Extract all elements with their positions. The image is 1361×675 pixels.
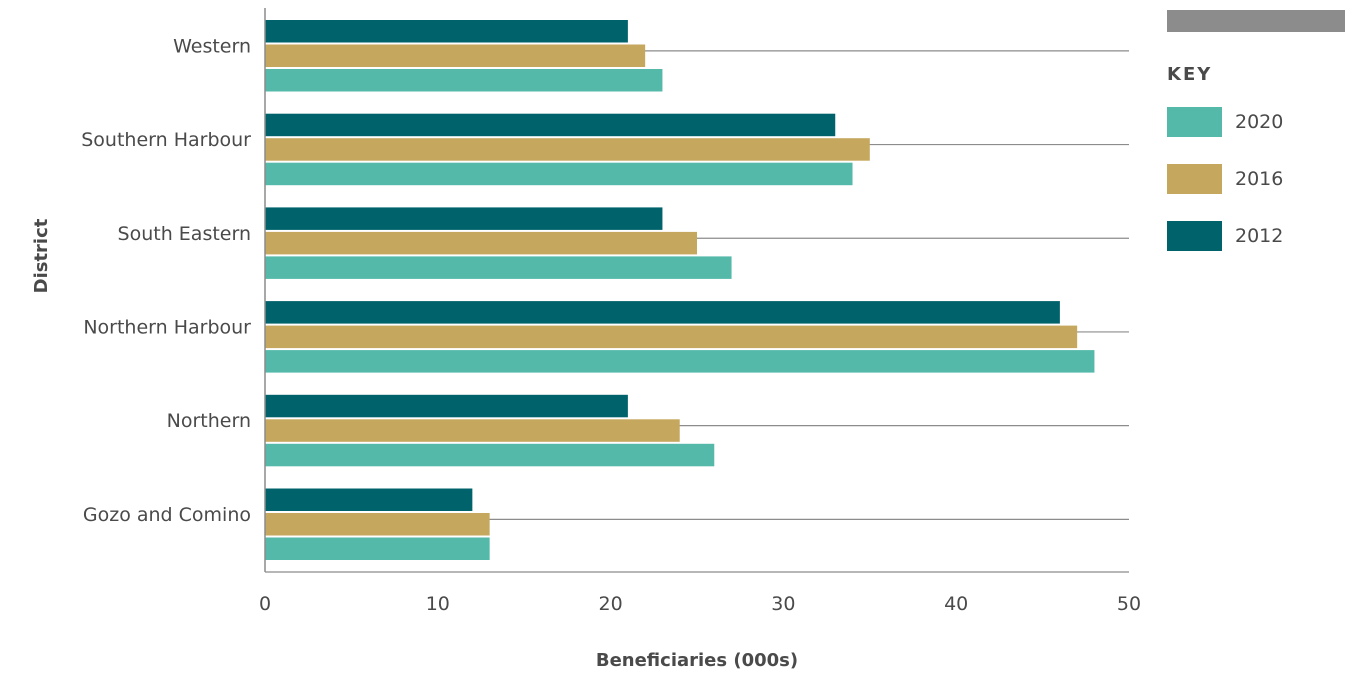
bars-layer	[265, 20, 1095, 560]
x-tick-label: 50	[1117, 593, 1141, 615]
bar-2016	[265, 419, 680, 442]
bar-2016	[265, 231, 697, 255]
category-label: Gozo and Comino	[83, 504, 251, 526]
bar-2012	[265, 301, 1060, 324]
bar-2020	[265, 537, 490, 560]
legend-header-bar	[1167, 10, 1345, 32]
bar-2012	[265, 207, 663, 230]
legend-title: KEY	[1167, 64, 1213, 85]
category-label: Northern Harbour	[83, 316, 251, 338]
x-tick-label: 0	[259, 593, 271, 615]
bar-2020	[265, 443, 715, 467]
bar-2020	[265, 256, 732, 279]
bar-2012	[265, 394, 628, 418]
x-tick-label: 10	[426, 593, 450, 615]
x-tick-label: 20	[599, 593, 623, 615]
bar-2012	[265, 113, 836, 137]
category-label: Southern Harbour	[81, 129, 251, 151]
y-axis-title: District	[31, 218, 52, 293]
legend-swatch	[1167, 164, 1222, 194]
bar-2012	[265, 488, 473, 511]
legend: KEY 2020 2016 2012	[1167, 10, 1347, 251]
legend-items: 2020 2016 2012	[1167, 107, 1347, 251]
category-labels: Western Southern Harbour South Eastern Nort…	[81, 35, 251, 525]
bar-2020	[265, 162, 853, 186]
x-tick-labels: 0 10 20 30 40 50	[259, 593, 1141, 615]
legend-label: 2020	[1235, 111, 1284, 133]
legend-label: 2016	[1235, 168, 1284, 190]
category-label: South Eastern	[118, 223, 251, 245]
bar-2020	[265, 69, 663, 92]
x-axis-title: Beneficiaries (000s)	[596, 650, 798, 671]
x-tick-label: 30	[771, 593, 795, 615]
legend-swatch	[1167, 107, 1222, 137]
legend-label: 2012	[1235, 225, 1284, 247]
bar-chart: Western Southern Harbour South Eastern Nort…	[31, 8, 1141, 671]
legend-item-2016: 2016	[1167, 164, 1347, 194]
bar-2012	[265, 20, 628, 43]
bar-2016	[265, 44, 646, 67]
x-tick-label: 40	[944, 593, 968, 615]
category-label: Western	[173, 35, 251, 57]
bar-2016	[265, 325, 1078, 349]
bar-2016	[265, 138, 870, 161]
legend-item-2020: 2020	[1167, 107, 1347, 137]
legend-item-2012: 2012	[1167, 221, 1347, 251]
bar-2016	[265, 513, 490, 536]
legend-swatch	[1167, 221, 1222, 251]
bar-2020	[265, 350, 1095, 373]
category-label: Northern	[167, 410, 251, 432]
